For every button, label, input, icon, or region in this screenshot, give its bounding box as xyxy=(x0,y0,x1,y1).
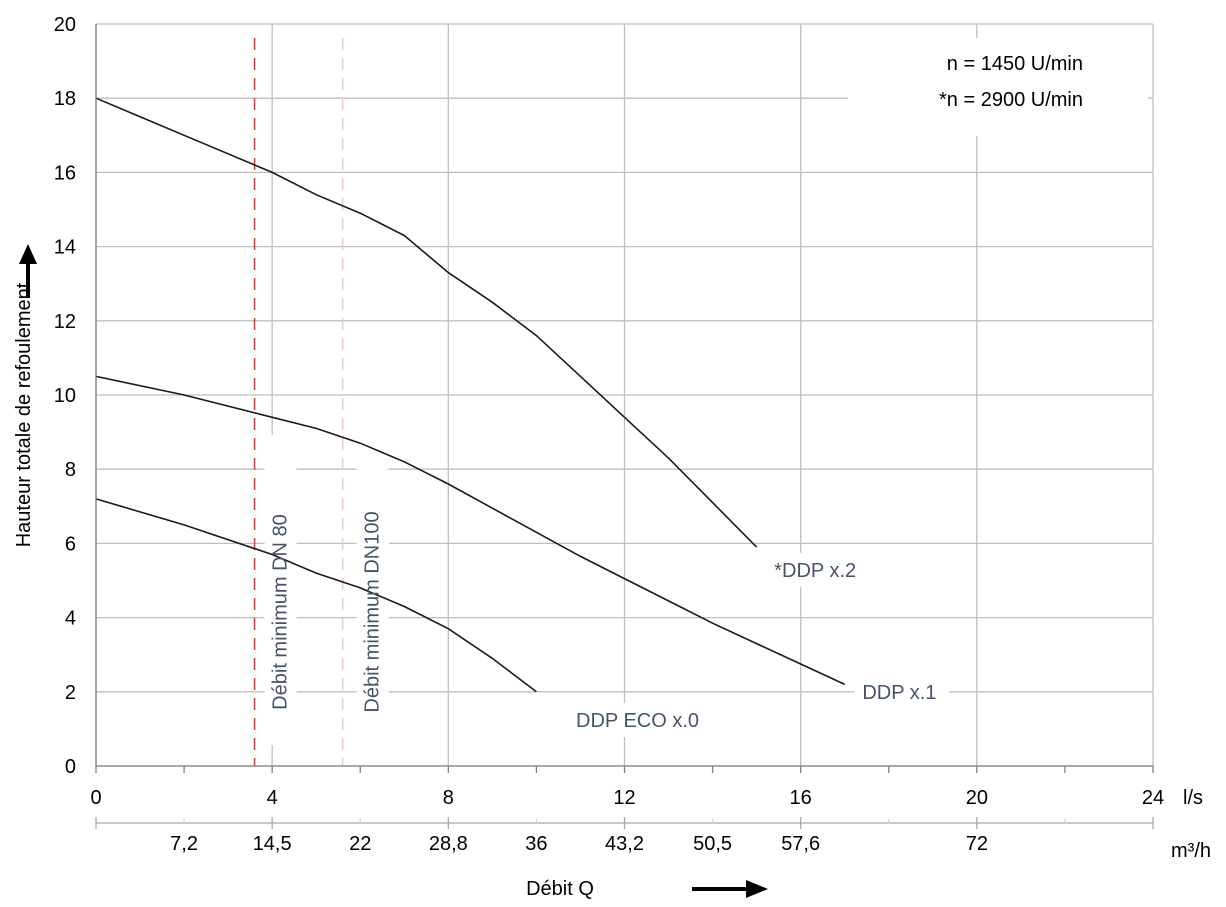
curve-line xyxy=(95,498,537,693)
info-speed-1450: n = 1450 U/min xyxy=(947,53,1083,75)
x-axis-title: Débit Q xyxy=(526,878,594,900)
info-box xyxy=(848,38,1148,136)
y-axis-arrow xyxy=(19,244,37,298)
minimum-flow-lines xyxy=(253,38,344,766)
curve-label: DDP ECO x.0 xyxy=(576,710,699,732)
x-tick-label: 16 xyxy=(790,787,812,809)
y-tick-label: 16 xyxy=(54,162,76,184)
x-axis-unit-m3h: m³/h xyxy=(1171,840,1211,862)
x2-tick-label: 43,2 xyxy=(605,833,644,855)
x2-tick-label: 14,5 xyxy=(253,833,292,855)
y-tick-label: 14 xyxy=(54,237,76,259)
y-tick-label: 6 xyxy=(65,533,76,555)
vline-label: Débit minimum DN100 xyxy=(362,511,384,712)
x2-tick-label: 36 xyxy=(525,833,547,855)
x-tick-label: 20 xyxy=(966,787,988,809)
curve-label: *DDP x.2 xyxy=(774,560,856,582)
curve-line xyxy=(95,375,846,686)
x-tick-label: 8 xyxy=(443,787,454,809)
curve-label: DDP x.1 xyxy=(862,682,936,704)
y-tick-label: 18 xyxy=(54,88,76,110)
curve-label-bg xyxy=(854,675,949,710)
x2-tick-label: 57,6 xyxy=(781,833,820,855)
y-tick-label: 4 xyxy=(65,608,76,630)
curve-line xyxy=(95,97,758,548)
x2-tick-label: 72 xyxy=(966,833,988,855)
vline-label-bg xyxy=(356,435,389,745)
curve-label-bg xyxy=(766,552,872,587)
y-axis-title: Hauteur totale de refoulement xyxy=(13,282,35,547)
y-tick-label: 8 xyxy=(65,459,76,481)
curves xyxy=(95,97,846,693)
x-tick-label: 4 xyxy=(267,787,278,809)
vline-label-bg xyxy=(264,435,297,745)
x-tick-label: 12 xyxy=(613,787,635,809)
y-tick-label: 20 xyxy=(54,14,76,36)
label-backgrounds xyxy=(264,435,949,745)
x2-tick-label: 7,2 xyxy=(170,833,198,855)
y-tick-label: 10 xyxy=(54,385,76,407)
axes xyxy=(95,24,1154,829)
y-tick-label: 12 xyxy=(54,311,76,333)
x2-tick-label: 50,5 xyxy=(693,833,732,855)
y-tick-label: 0 xyxy=(65,756,76,778)
x2-tick-label: 22 xyxy=(349,833,371,855)
curve-label-bg xyxy=(568,703,708,738)
x-tick-label: 0 xyxy=(90,787,101,809)
y-tick-label: 2 xyxy=(65,682,76,704)
x2-tick-label: 28,8 xyxy=(429,833,468,855)
vline-label: Débit minimum DN 80 xyxy=(270,514,292,710)
info-speed-2900: *n = 2900 U/min xyxy=(939,89,1083,111)
x-axis-arrow xyxy=(692,880,768,898)
x-axis-unit-ls: l/s xyxy=(1183,787,1203,809)
x-tick-label: 24 xyxy=(1142,787,1164,809)
